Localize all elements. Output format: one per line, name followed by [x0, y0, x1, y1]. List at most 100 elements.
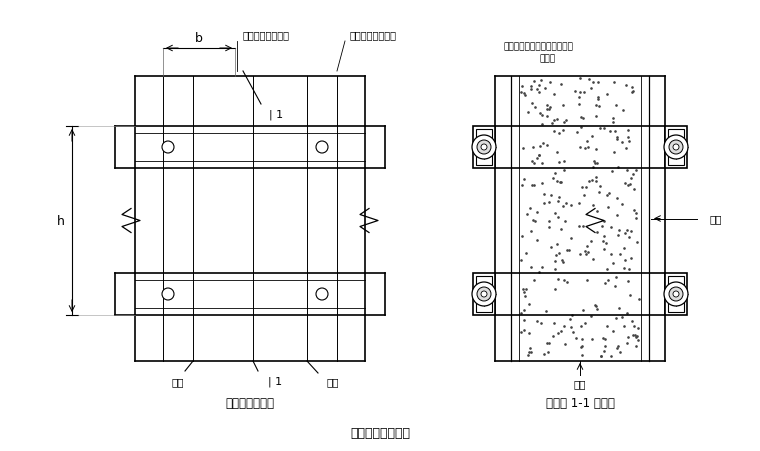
Point	[519, 293, 531, 300]
Point	[581, 138, 594, 145]
Text: 面板: 面板	[710, 214, 723, 224]
Point	[630, 334, 642, 341]
Point	[580, 251, 592, 258]
Point	[553, 179, 565, 186]
Bar	[668, 276, 684, 312]
Point	[617, 107, 629, 114]
Point	[544, 105, 556, 112]
Point	[597, 246, 610, 253]
Point	[530, 86, 543, 93]
Point	[630, 343, 642, 350]
Point	[585, 86, 597, 93]
Point	[530, 155, 543, 162]
Point	[597, 335, 609, 342]
Point	[619, 258, 632, 265]
Point	[533, 152, 545, 159]
Point	[606, 168, 619, 175]
Point	[552, 214, 564, 221]
Text: 螺栓: 螺栓	[327, 376, 339, 386]
Point	[601, 192, 613, 199]
Point	[528, 276, 540, 284]
Point	[633, 296, 645, 303]
Text: 钢管）: 钢管）	[540, 55, 556, 63]
Point	[594, 352, 606, 359]
Point	[587, 164, 599, 171]
Point	[553, 194, 565, 202]
Point	[565, 312, 578, 319]
Circle shape	[664, 136, 688, 160]
Text: 次楞（圆形钢管）: 次楞（圆形钢管）	[350, 30, 397, 40]
Point	[535, 77, 547, 84]
Point	[521, 211, 533, 218]
Point	[575, 124, 587, 131]
Point	[623, 138, 635, 145]
Point	[578, 145, 591, 152]
Point	[544, 79, 556, 86]
Point	[519, 92, 531, 99]
Bar	[668, 130, 684, 166]
Point	[614, 250, 626, 258]
Point	[587, 158, 600, 166]
Point	[608, 149, 620, 156]
Point	[599, 336, 611, 343]
Point	[559, 217, 572, 225]
Point	[515, 329, 527, 336]
Point	[540, 142, 553, 149]
Text: 螺栓: 螺栓	[574, 378, 586, 388]
Point	[625, 175, 637, 183]
Point	[575, 184, 587, 191]
Point	[530, 318, 543, 325]
Point	[581, 277, 593, 284]
Point	[587, 202, 600, 209]
Point	[607, 79, 619, 86]
Point	[537, 191, 549, 198]
Point	[518, 90, 530, 97]
Point	[527, 144, 539, 151]
Point	[613, 304, 625, 312]
Circle shape	[477, 141, 491, 155]
Point	[580, 184, 592, 191]
Text: | 1: | 1	[269, 110, 283, 120]
Point	[577, 223, 589, 230]
Point	[521, 110, 534, 117]
Point	[611, 133, 623, 141]
Point	[523, 301, 535, 308]
Point	[582, 249, 594, 256]
Point	[541, 106, 553, 113]
Point	[548, 117, 560, 124]
Point	[516, 182, 528, 189]
Point	[627, 171, 639, 178]
Point	[605, 224, 617, 231]
Point	[540, 86, 552, 93]
Point	[603, 190, 615, 198]
Point	[518, 288, 530, 295]
Point	[524, 344, 537, 351]
Point	[549, 285, 561, 293]
Point	[543, 106, 555, 113]
Point	[581, 243, 593, 250]
Point	[591, 102, 603, 110]
Point	[543, 217, 555, 225]
Point	[626, 318, 638, 325]
Point	[543, 348, 555, 355]
Point	[590, 113, 602, 120]
Point	[516, 233, 528, 240]
Point	[521, 352, 534, 359]
Point	[621, 167, 633, 174]
Point	[610, 283, 622, 290]
Point	[574, 89, 586, 97]
Point	[558, 322, 570, 330]
Point	[518, 327, 530, 334]
Point	[632, 324, 644, 331]
Point	[579, 319, 591, 327]
Point	[518, 317, 530, 324]
Point	[623, 181, 635, 189]
Circle shape	[316, 288, 328, 300]
Point	[590, 147, 602, 154]
Circle shape	[472, 282, 496, 306]
Point	[620, 83, 632, 90]
Point	[621, 340, 633, 347]
Point	[611, 344, 623, 351]
Point	[576, 343, 588, 350]
Point	[613, 227, 625, 235]
